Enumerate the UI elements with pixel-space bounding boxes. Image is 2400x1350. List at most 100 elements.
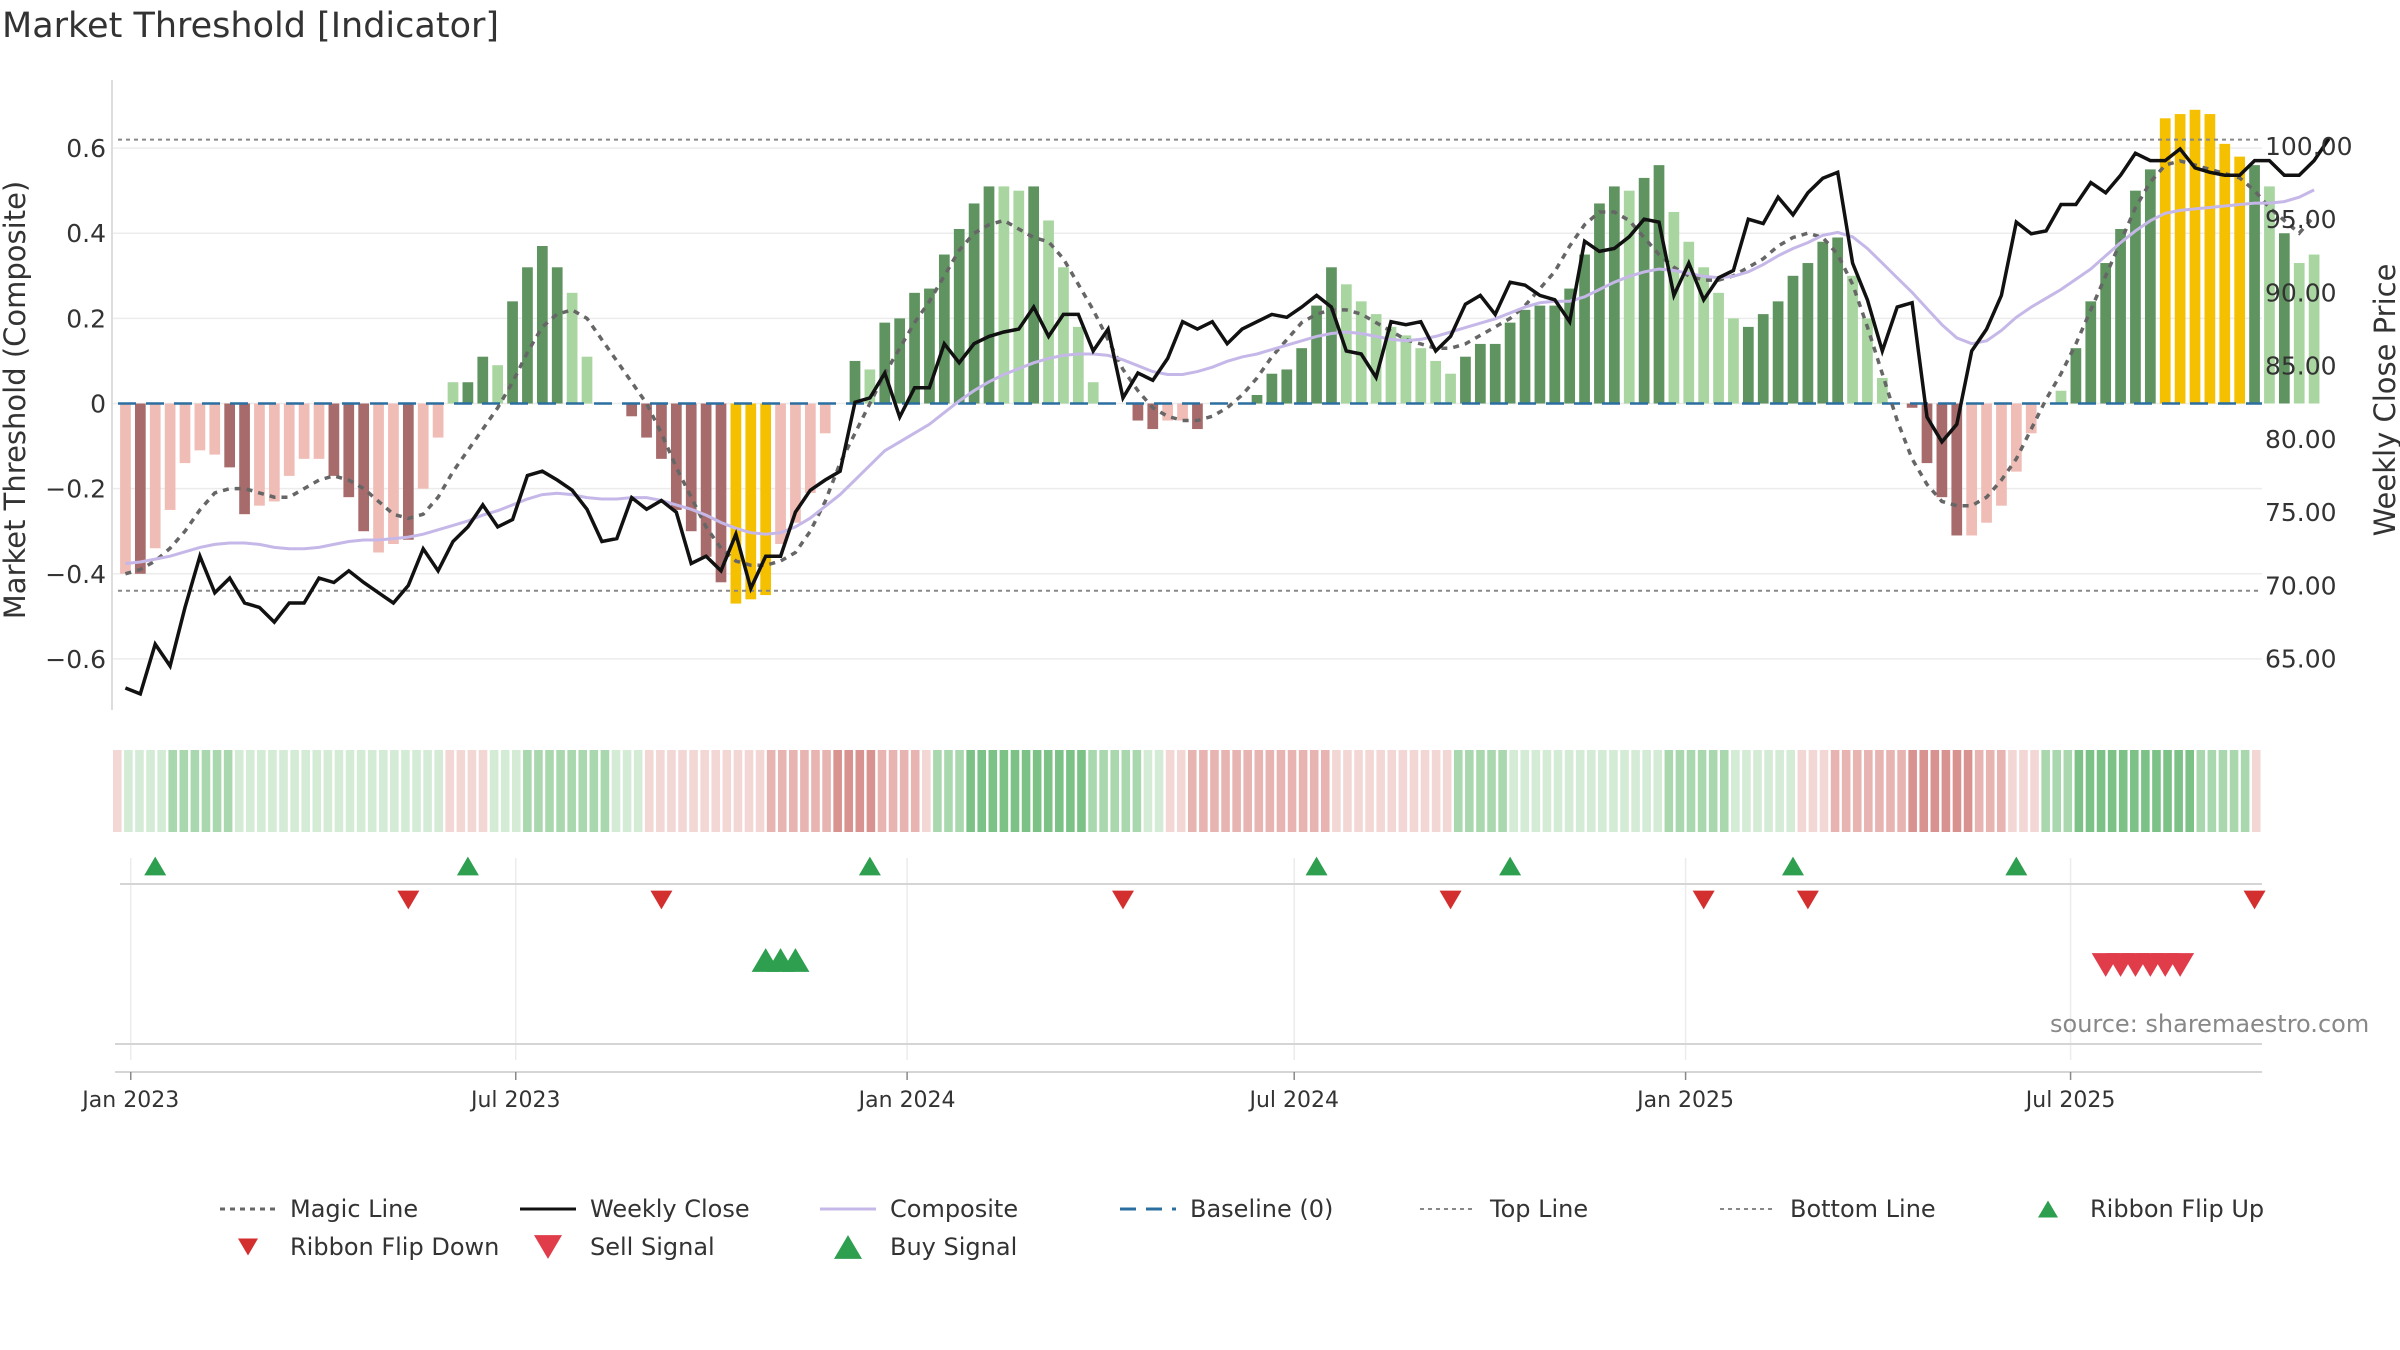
ribbon-flip-down-marker [1439, 890, 1462, 910]
buy-signal-marker [781, 948, 810, 972]
composite-bar [1549, 305, 1561, 404]
composite-bar [209, 403, 221, 455]
ribbon-cell [390, 750, 399, 832]
ribbon-cell [1952, 750, 1962, 832]
ribbon-cell [1897, 750, 1906, 832]
ribbon-flip-down-marker [397, 890, 420, 910]
ribbon-cell [800, 750, 809, 832]
ribbon-cell [1354, 750, 1363, 832]
composite-bar [2234, 156, 2246, 404]
composite-bar [641, 403, 652, 438]
composite-bar [2174, 114, 2186, 404]
ribbon-cell [2085, 750, 2095, 832]
composite-bar [1996, 403, 2007, 506]
composite-bar [492, 365, 504, 404]
y-tick-label-left: −0.4 [45, 560, 106, 589]
composite-bar [1460, 356, 1471, 404]
y-tick-label-left: 0.2 [66, 304, 106, 333]
composite-bar [298, 403, 310, 459]
ribbon-cell [700, 750, 709, 832]
composite-bar [1623, 190, 1635, 404]
ribbon-cell [1697, 750, 1707, 832]
composite-bar [1608, 186, 1620, 404]
y-tick-label-left: 0.6 [66, 134, 106, 163]
ribbon-cell [1631, 750, 1640, 832]
source-note: source: sharemaestro.com [2050, 1010, 2370, 1038]
ribbon-cell [1453, 750, 1463, 832]
composite-bar [1683, 241, 1695, 404]
ribbon-cell [1465, 750, 1474, 832]
composite-bar [1757, 314, 1769, 404]
composite-bar [268, 403, 280, 502]
composite-bar [894, 318, 906, 404]
ribbon-cell [1254, 750, 1264, 832]
ribbon-cell [113, 750, 122, 832]
composite-bar [1728, 318, 1739, 404]
composite-bar [1638, 177, 1650, 404]
ribbon-cell [1210, 750, 1219, 832]
composite-bar [388, 403, 399, 544]
ribbon-cell [678, 750, 687, 832]
composite-bar [120, 403, 131, 574]
composite-bar [417, 403, 429, 489]
legend-swatch [1420, 1208, 1476, 1210]
composite-bar [581, 356, 593, 404]
composite-bar [745, 403, 757, 600]
composite-bar [1921, 403, 1933, 464]
ribbon-cell [434, 750, 443, 832]
ribbon-cell [345, 750, 355, 832]
composite-bar [2293, 263, 2305, 404]
ribbon-cell [1021, 750, 1031, 832]
ribbon-cell [1686, 750, 1696, 832]
x-tick-label: Jul 2025 [2024, 1088, 2116, 1113]
composite-bar [1653, 165, 1665, 404]
composite-bar [2100, 263, 2112, 404]
ribbon-cell [1997, 750, 2006, 832]
ribbon-cell [1509, 750, 1518, 832]
ribbon-cell [833, 750, 842, 832]
ribbon-cell [2218, 750, 2228, 832]
ribbon-cell [977, 750, 987, 832]
ribbon-cell [2196, 750, 2206, 832]
ribbon-cell [1110, 750, 1120, 832]
composite-bar [432, 403, 444, 438]
composite-bar [1132, 403, 1144, 421]
ribbon-cell [2174, 750, 2183, 832]
ribbon-cell [2096, 750, 2106, 832]
legend-swatch [220, 1207, 276, 1211]
composite-bar [1147, 403, 1159, 430]
composite-bar [1415, 348, 1427, 404]
grid-layer [112, 147, 2262, 1060]
composite-bar [790, 403, 801, 523]
ribbon-cell [922, 750, 931, 832]
signal-panels [115, 856, 2266, 1045]
ribbon-flip-down-marker [1692, 890, 1715, 910]
ribbon-cell [500, 750, 510, 832]
ribbon-cell [1298, 750, 1308, 832]
composite-bar [149, 403, 161, 549]
composite-bar [924, 288, 935, 404]
composite-bar [447, 382, 459, 404]
sell-signal-marker [2166, 953, 2195, 977]
ribbon-cell [789, 750, 798, 832]
composite-bar [164, 403, 176, 510]
ribbon-cell [2240, 750, 2250, 832]
ribbon-cell [1498, 750, 1507, 832]
composite-bar [1564, 288, 1576, 404]
ribbon-cell [1664, 750, 1674, 832]
composite-bar [909, 292, 920, 404]
composite-bar [1251, 395, 1263, 404]
composite-bar [507, 301, 518, 404]
ribbon-cell [622, 750, 632, 832]
legend-label: Buy Signal [890, 1233, 1018, 1261]
x-tick-label: Jul 2024 [1247, 1088, 1339, 1113]
composite-bar [1787, 275, 1799, 404]
ribbon-cell [1431, 750, 1441, 832]
ribbon-cell [1719, 750, 1729, 832]
ribbon-cell [988, 750, 998, 832]
ribbon-cell [999, 750, 1009, 832]
composite-bar [819, 403, 831, 434]
ribbon-cell [290, 750, 299, 832]
y-tick-label-left: 0.4 [66, 219, 106, 248]
ribbon-flip-up-marker [858, 856, 881, 876]
